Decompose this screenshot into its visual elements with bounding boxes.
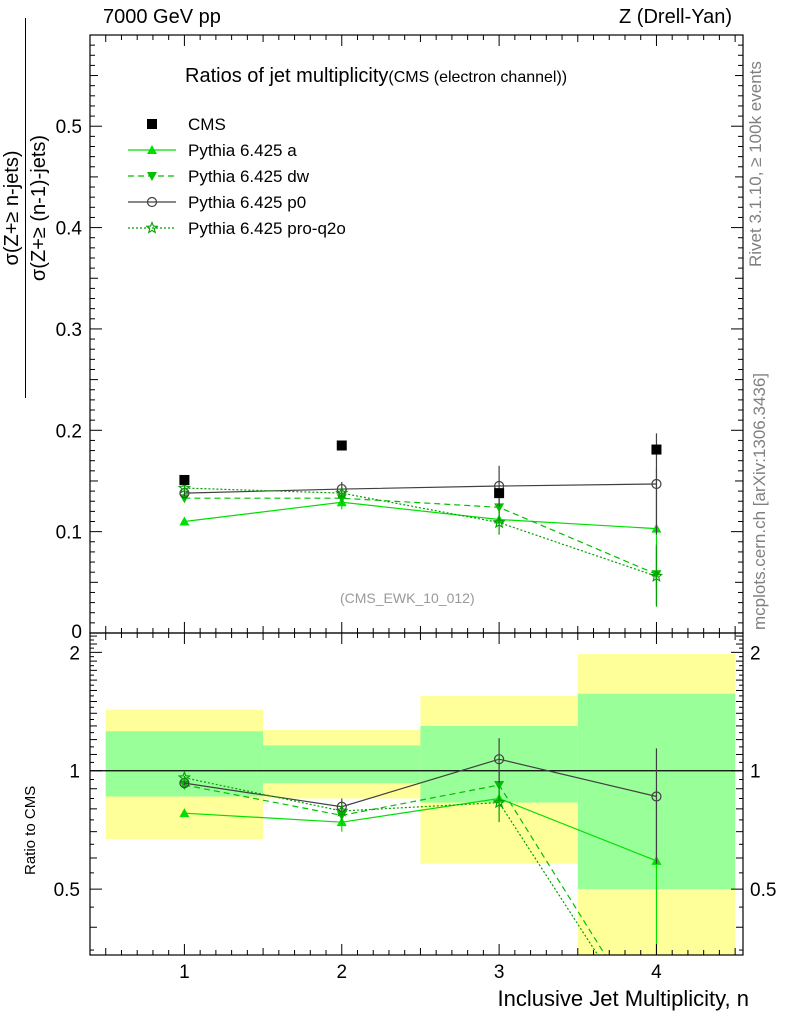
analysis-tag: (CMS_EWK_10_012) [340,590,475,606]
chart-subtitle: (CMS (electron channel)) [388,69,568,86]
upper-y-tick-label-0.2: 0.2 [56,421,82,442]
x-tick-label-2: 2 [336,962,347,983]
upper-ylabel: σ(Z+≥ n-jets) σ(Z+≥ (n-1)-jets) [0,18,380,398]
legend-label-1: CMS [188,115,226,134]
upper-y-tick-label-0: 0 [71,622,82,643]
ratio-line-4 [184,777,599,955]
header-energy: 7000 GeV pp [103,6,221,28]
upper-point-2-3 [494,503,505,513]
ratio-point-3-3 [494,754,505,765]
lower-y-tick-label-0.5: 0.5 [54,880,80,901]
band-inner-2 [263,745,421,784]
lower-y-tick-label-right-1: 1 [750,762,761,783]
upper-line-2 [184,497,657,575]
legend-marker-4 [146,196,158,208]
header-process: Z (Drell-Yan) [619,6,732,28]
upper-line-4 [184,487,657,577]
cms-data-point-2 [336,440,347,451]
upper-point-3-4 [651,478,662,490]
x-ticks [105,35,736,955]
ratio-point-1-1 [179,808,190,818]
ratio-line-1 [184,797,657,862]
x-tick-label-3: 3 [494,962,505,983]
x-tick-label-1: 1 [179,962,190,983]
legend: CMS Pythia 6.425 a Pythia 6.425 dw Pythia 6… [128,115,346,238]
upper-ylabel-numerator: σ(Z+≥ n-jets) [1,150,23,266]
chart-title-main: Ratios of jet multiplicity [185,65,389,87]
upper-ylabel-denominator: σ(Z+≥ (n-1)-jets) [28,134,50,282]
lower-y-tick-label-right-2: 2 [750,643,761,664]
x-axis-label: Inclusive Jet Multiplicity, n [497,986,749,1011]
upper-y-tick-label-0.5: 0.5 [56,117,82,138]
legend-label-4: Pythia 6.425 p0 [188,193,306,212]
legend-marker-3 [147,172,157,181]
legend-label-3: Pythia 6.425 dw [188,167,310,186]
upper-ylabel-fraction-bar [25,18,26,398]
upper-line-3 [184,483,657,494]
ratio-bands [105,654,736,955]
upper-line-1 [184,501,657,530]
cms-data-point-3 [494,488,505,499]
cms-data-point-1 [179,474,190,485]
ratio-point-3-4 [651,791,662,802]
upper-point-4-2 [335,486,349,499]
ratio-point-4-3 [492,795,506,809]
upper-point-4-1 [177,481,191,494]
legend-label-2: Pythia 6.425 a [188,141,297,160]
upper-y-tick-label-0.1: 0.1 [56,523,82,544]
lower-y-ticks [90,635,743,951]
upper-y-tick-label-0.4: 0.4 [56,219,83,240]
lower-y-tick-label-right-0.5: 0.5 [750,880,776,901]
cms-data-point-4 [651,444,662,455]
mcplots-label: mcplots.cern.ch [arXiv:1306.3436] [750,372,769,630]
upper-point-4-4 [649,569,664,582]
legend-marker-5 [145,220,159,234]
lower-series [177,738,662,955]
legend-marker-2 [147,145,157,154]
ratio-line-2 [184,784,606,955]
legend-marker-1 [147,119,157,129]
upper-point-4-3 [492,515,506,529]
x-tick-label-4: 4 [651,962,662,983]
rivet-label: Rivet 3.1.10, ≥ 100k events [746,61,765,267]
ratio-point-4-1 [177,770,191,784]
lower-y-tick-label-2: 2 [69,643,80,664]
upper-point-1-1 [179,516,190,526]
legend-label-5: Pythia 6.425 pro-q2o [188,219,346,238]
lower-ylabel: Ratio to CMS [22,785,39,875]
lower-frame [89,632,744,956]
upper-series [177,433,664,607]
upper-y-ticks [90,44,743,634]
lower-y-tick-label-1: 1 [69,762,80,783]
chart-title: Ratios of jet multiplicity(CMS (electron… [185,65,567,88]
ratio-point-4-2 [335,804,349,817]
upper-y-tick-label-0.3: 0.3 [56,320,82,341]
